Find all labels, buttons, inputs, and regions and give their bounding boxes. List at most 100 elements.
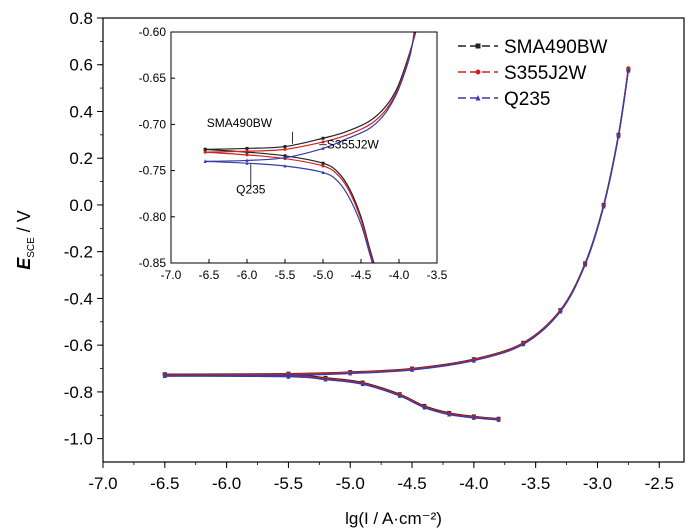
- legend-marker: [475, 69, 481, 75]
- inset-data-point: [245, 146, 249, 150]
- data-point: [626, 68, 631, 73]
- inset-x-tick-label: -6.0: [237, 268, 258, 282]
- inset-annotation-label: SMA490BW: [207, 116, 273, 130]
- data-point: [348, 370, 353, 376]
- y-axis-label: ESCE / V: [14, 210, 37, 270]
- data-point: [286, 374, 291, 379]
- x-tick-label: -7.0: [88, 474, 117, 493]
- data-point: [447, 412, 452, 417]
- inset-data-point: [321, 140, 325, 144]
- legend: SMA490BW S355J2W Q235: [458, 37, 608, 110]
- legend-label: S355J2W: [504, 63, 586, 84]
- y-tick-label: 0.8: [69, 9, 93, 28]
- inset-y-tick-label: -0.70: [139, 117, 167, 131]
- inset-data-point: [321, 164, 325, 168]
- inset-annotation-label: S355J2W: [327, 137, 380, 151]
- axis-labels: lg(I / A·cm⁻²) ESCE / V: [14, 210, 442, 528]
- inset-data-point: [203, 150, 207, 154]
- inset-x-tick-label: -4.5: [351, 268, 372, 282]
- y-tick-label: 0.2: [69, 149, 93, 168]
- x-tick-label: -6.5: [150, 474, 179, 493]
- data-point: [616, 133, 621, 139]
- legend-marker: [475, 43, 481, 49]
- inset-background: [171, 32, 437, 263]
- y-tick-label: -1.0: [64, 430, 93, 449]
- inset-series-sma490bw: [203, 31, 417, 264]
- inset-y-tick-label: -0.60: [139, 25, 167, 39]
- inset-line-cathodic: [205, 160, 373, 264]
- inset-y-tick-label: -0.75: [139, 164, 167, 178]
- x-tick-label: -4.5: [397, 474, 426, 493]
- inset-data-point: [203, 147, 207, 151]
- legend-marker: [475, 95, 481, 101]
- x-tick-label: -3.5: [521, 474, 550, 493]
- data-point: [397, 393, 402, 398]
- inset-series-q235: [203, 31, 415, 264]
- data-point: [360, 381, 365, 387]
- main-axes: -7.0 -6.5 -6.0 -5.5 -5.0 -4.5 -4.0 -3.5 -3.0 -2.5…: [64, 9, 685, 493]
- inset-x-tick-label: -5.0: [313, 268, 334, 282]
- data-point: [162, 373, 167, 379]
- inset-data-point: [245, 149, 249, 153]
- y-tick-label: -0.4: [64, 289, 93, 308]
- y-tick-label: 0.4: [69, 102, 93, 121]
- data-point: [521, 341, 526, 347]
- legend-label: Q235: [504, 89, 550, 110]
- inset-y-tick-label: -0.85: [139, 256, 167, 270]
- inset-line-anodic: [205, 31, 415, 162]
- y-tick-label: -0.2: [64, 243, 93, 262]
- inset-data-point: [245, 161, 249, 165]
- y-tick-label: -0.8: [64, 383, 93, 402]
- x-tick-label: -2.5: [645, 474, 674, 493]
- data-point: [410, 367, 415, 372]
- inset-annotation-label: Q235: [236, 183, 266, 197]
- inset-plot: -7.0 -6.5 -6.0 -5.5 -5.0 -4.5 -4.0 -3.5 -0.60 -0.…: [139, 25, 448, 282]
- x-axis-label: lg(I / A·cm⁻²): [345, 509, 442, 528]
- inset-data-point: [245, 153, 249, 157]
- inset-data-point: [321, 161, 325, 165]
- inset-x-tick-label: -4.0: [389, 268, 410, 282]
- inset-line-anodic: [205, 31, 416, 153]
- inset-data-point: [321, 146, 325, 150]
- data-point: [422, 405, 427, 410]
- data-point: [558, 309, 563, 314]
- y-tick-label: 0.0: [69, 196, 93, 215]
- data-point: [496, 417, 501, 422]
- inset-series-s355j2w: [203, 31, 416, 264]
- inset-line-cathodic: [205, 151, 374, 264]
- inset-x-tick-label: -5.5: [275, 268, 296, 282]
- main-plot-frame: [102, 17, 685, 463]
- data-point: [583, 262, 588, 267]
- data-point: [601, 203, 606, 209]
- inset-line-anodic: [205, 31, 417, 150]
- legend-label: SMA490BW: [504, 37, 608, 58]
- data-point: [471, 358, 476, 363]
- x-tick-label: -4.0: [459, 474, 488, 493]
- legend-entry: SMA490BW: [458, 37, 608, 58]
- x-tick-label: -6.0: [212, 474, 241, 493]
- inset-line-cathodic: [205, 148, 375, 264]
- inset-data-point: [283, 147, 287, 151]
- inset-data-point: [283, 163, 287, 168]
- inset-y-tick-label: -0.65: [139, 71, 167, 85]
- inset-data-point: [245, 158, 249, 162]
- legend-entry: Q235: [458, 89, 550, 110]
- inset-x-tick-label: -3.5: [427, 268, 448, 282]
- series-q235: [162, 68, 631, 422]
- y-tick-label: 0.6: [69, 56, 93, 75]
- inset-x-tick-label: -6.5: [199, 268, 220, 282]
- inset-y-tick-label: -0.80: [139, 210, 167, 224]
- inset-data-point: [321, 170, 325, 174]
- inset-data-point: [321, 136, 325, 140]
- x-tick-label: -5.0: [336, 474, 365, 493]
- y-tick-label: -0.6: [64, 336, 93, 355]
- inset-data-point: [283, 145, 287, 149]
- x-tick-label: -5.5: [274, 474, 303, 493]
- inset-data-point: [283, 155, 287, 160]
- inset-x-tick-label: -7.0: [161, 268, 182, 282]
- main-series-group: [162, 66, 631, 422]
- data-point: [471, 415, 476, 420]
- data-point: [323, 377, 328, 382]
- x-tick-label: -3.0: [583, 474, 612, 493]
